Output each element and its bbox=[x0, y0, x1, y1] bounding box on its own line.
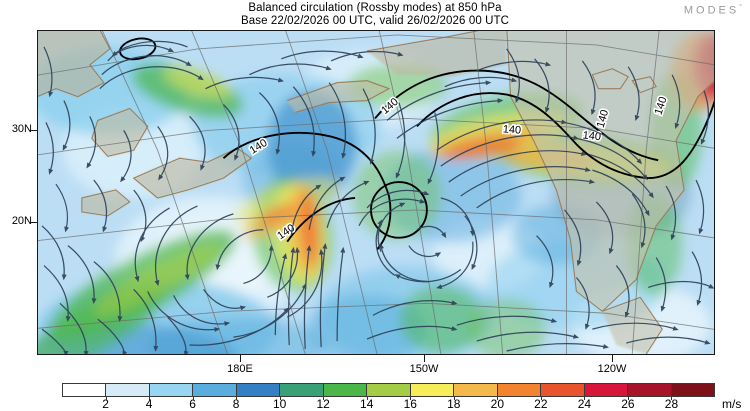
colorbar-segment-1 bbox=[106, 384, 150, 396]
colorbar-tickmark-8 bbox=[236, 397, 238, 400]
chart-title: Balanced circulation (Rossby modes) at 8… bbox=[248, 2, 502, 14]
colorbar-tick-8: 8 bbox=[232, 397, 240, 411]
modes-logo-text: MODES bbox=[683, 4, 740, 17]
x-tick-mark-150w bbox=[423, 355, 425, 362]
land-japan bbox=[133, 148, 252, 198]
colorbar-segment-0 bbox=[63, 384, 107, 396]
colorbar-tickmark-12 bbox=[323, 397, 325, 400]
map-canvas: 140 140 140 140 140 140 140 140 bbox=[38, 31, 714, 354]
colorbar-segment-4 bbox=[236, 384, 281, 396]
land-north-america bbox=[506, 31, 714, 312]
colorbar-tickmark-18 bbox=[453, 397, 455, 400]
colorbar-tickmark-16 bbox=[410, 397, 412, 400]
colorbar-tickmark-28 bbox=[671, 397, 673, 400]
colorbar-segment-10 bbox=[497, 384, 542, 396]
colorbar-tickmark-22 bbox=[540, 397, 542, 400]
colorbar-segment-11 bbox=[541, 384, 585, 396]
colorbar-tickmark-10 bbox=[279, 397, 281, 400]
coastlines bbox=[38, 31, 714, 354]
colorbar-segment-5 bbox=[280, 384, 324, 396]
x-tick-label-150w: 150W bbox=[409, 363, 439, 375]
colorbar-tickmark-2 bbox=[105, 397, 107, 400]
colorbar-tick-2: 2 bbox=[102, 397, 109, 411]
colorbar[interactable] bbox=[62, 383, 715, 397]
svg-text:140: 140 bbox=[502, 123, 521, 136]
colorbar-unit-label: m/s bbox=[722, 397, 742, 411]
colorbar-tickmark-14 bbox=[366, 397, 368, 400]
x-tick-mark-120w bbox=[611, 355, 613, 362]
colorbar-tickmark-6 bbox=[192, 397, 194, 400]
colorbar-segment-14 bbox=[671, 384, 715, 396]
svg-text:140: 140 bbox=[653, 95, 670, 116]
map-panel[interactable]: 140 140 140 140 140 140 140 140 bbox=[37, 30, 715, 355]
colorbar-segment-9 bbox=[454, 384, 498, 396]
modes-logo-mark: ° bbox=[739, 4, 742, 11]
colorbar-segment-6 bbox=[323, 384, 368, 396]
colorbar-tickmark-26 bbox=[627, 397, 629, 400]
colorbar-tick-4: 4 bbox=[145, 397, 153, 411]
contour-lines bbox=[119, 37, 714, 251]
chart-subtitle: Base 22/02/2026 00 UTC, valid 26/02/2026… bbox=[240, 15, 510, 27]
colorbar-segment-2 bbox=[149, 384, 194, 396]
modes-logo: MODES° bbox=[684, 4, 742, 17]
colorbar-tickmark-24 bbox=[584, 397, 586, 400]
svg-text:140: 140 bbox=[582, 129, 601, 143]
colorbar-tickmark-4 bbox=[149, 397, 151, 400]
colorbar-tickmark-20 bbox=[497, 397, 499, 400]
x-tick-mark-180e bbox=[239, 355, 241, 362]
y-tick-mark-30n bbox=[30, 129, 37, 131]
x-tick-label-120w: 120W bbox=[597, 363, 627, 375]
colorbar-tick-6: 6 bbox=[189, 397, 196, 411]
colorbar-segment-12 bbox=[584, 384, 629, 396]
y-tick-mark-20n bbox=[30, 221, 37, 223]
x-tick-label-180e: 180E bbox=[227, 363, 253, 375]
colorbar-segment-7 bbox=[367, 384, 411, 396]
streamlines bbox=[41, 40, 714, 354]
svg-text:140: 140 bbox=[502, 123, 521, 136]
colorbar-segment-3 bbox=[193, 384, 237, 396]
svg-text:140: 140 bbox=[595, 108, 612, 129]
y-tick-label-20n: 20N bbox=[11, 215, 32, 227]
land-kamchatka bbox=[38, 31, 110, 97]
colorbar-segment-8 bbox=[410, 384, 455, 396]
y-tick-label-30n: 30N bbox=[11, 123, 32, 135]
colorbar-segment-13 bbox=[628, 384, 672, 396]
